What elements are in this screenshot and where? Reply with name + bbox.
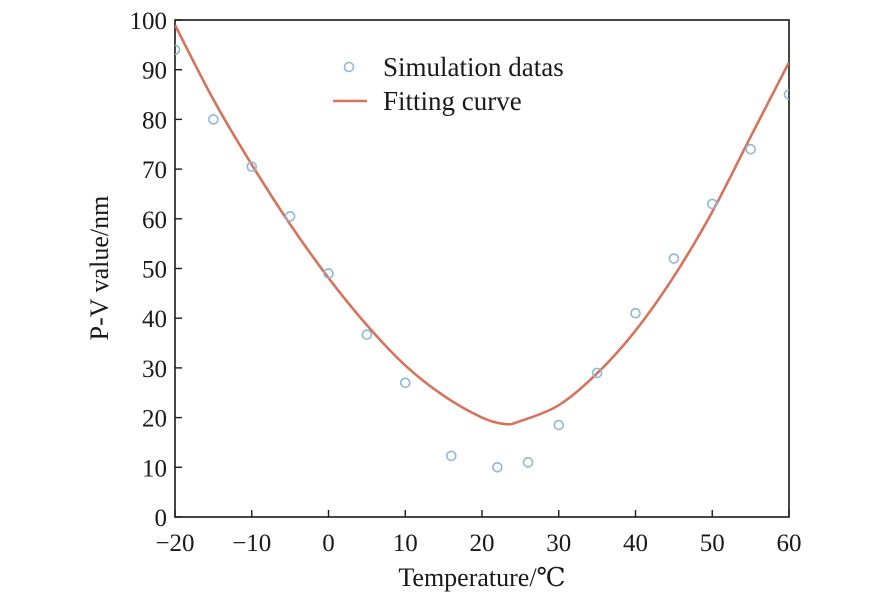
y-tick-label: 0 [155,505,168,532]
y-tick-label: 30 [142,356,167,383]
simulation-data-point [522,457,534,468]
x-tick-label: −10 [232,530,271,557]
y-tick-label: 70 [142,157,167,184]
x-tick-label: −20 [155,530,194,557]
x-axis-title: Temperature/℃ [398,563,565,592]
x-tick-label: 50 [700,530,725,557]
simulation-data-point [246,161,258,172]
simulation-data-point [553,419,565,431]
x-tick-label: 30 [546,530,571,557]
simulation-data-point [361,329,373,340]
legend-marker-simulation [343,61,355,73]
simulation-data-point [783,89,789,100]
x-axis-ticks: −20 −10 0 10 20 30 40 50 60 [155,510,802,557]
simulation-data-point [745,143,756,155]
x-tick-label: 0 [322,530,335,557]
simulation-data-point [208,114,219,125]
simulation-data-point [668,253,680,264]
simulation-data-point [445,450,457,462]
simulation-data-point [284,211,296,222]
plot-content [175,24,789,473]
y-tick-label: 40 [142,306,167,333]
simulation-data-point [175,44,181,56]
y-axis-ticks: 0 10 20 30 40 50 60 70 80 90 100 [130,8,182,532]
x-tick-label: 60 [777,530,802,557]
y-tick-label: 80 [142,107,167,134]
y-tick-label: 10 [142,455,167,482]
legend-label-fitting: Fitting curve [383,86,522,116]
y-tick-label: 60 [142,207,167,234]
legend: Simulation datas Fitting curve [333,52,564,116]
simulation-data-point [399,377,411,389]
y-tick-label: 20 [142,406,167,433]
simulation-data-point [706,198,718,210]
y-axis-title: P-V value/nm [85,196,114,341]
x-tick-label: 10 [393,530,418,557]
legend-label-simulation: Simulation datas [383,52,564,82]
x-tick-label: 20 [470,530,495,557]
y-tick-label: 100 [130,8,168,35]
y-tick-label: 90 [142,58,167,85]
simulation-data-point [630,307,641,319]
fitting-curve-line [175,24,789,426]
simulation-data-point [591,367,603,379]
simulation-data-point [492,461,503,473]
x-tick-label: 40 [623,530,648,557]
simulation-data-point [323,268,334,279]
y-tick-label: 50 [142,257,167,284]
